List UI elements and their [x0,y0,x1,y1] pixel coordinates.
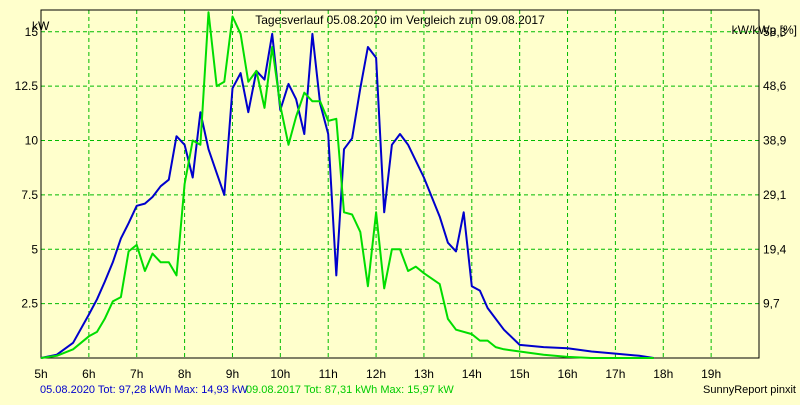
series-line-09.08.2017 [40,11,654,359]
y-tick-right-label: 38,9 [763,134,787,148]
y-axis-right-label: kW/kWp [%] [732,23,797,37]
x-tick-label: 13h [414,367,434,381]
legend-series-2017: 09.08.2017 Tot: 87,31 kWh Max: 15,97 kW [246,384,454,396]
y-tick-right-label: 48,6 [763,79,787,93]
x-tick-label: 16h [558,367,578,381]
x-tick-label: 14h [462,367,482,381]
y-tick-left-label: 7.5 [21,188,38,202]
y-tick-right-label: 58,3 [763,25,787,39]
x-tick-label: 11h [319,367,338,381]
chart-title: Tagesverlauf 05.08.2020 im Vergleich zum… [255,13,545,27]
x-tick-label: 10h [270,367,290,381]
x-tick-label: 17h [605,367,625,381]
y-tick-left-label: 12.5 [15,79,39,93]
x-tick-label: 5h [34,367,47,381]
series-lines [40,11,654,359]
x-tick-label: 7h [130,367,143,381]
y-axis-right-ticks: 9,7 19,4 29,1 38,9 48,6 58,3 [763,25,787,311]
y-tick-left-label: 10 [25,134,39,148]
legend-series-2020: 05.08.2020 Tot: 97,28 kWh Max: 14,93 kW [40,384,248,396]
x-axis-ticks: 5h 6h 7h 8h 9h 10h 11h 12h 13h 14h 15h 16h 17h 18h 19h [34,367,721,381]
y-tick-right-label: 29,1 [763,188,787,202]
x-tick-label: 9h [226,367,239,381]
y-axis-left-ticks: 2.5 5 7.5 10 12.5 15 [15,25,39,311]
x-tick-label: 6h [82,367,95,381]
x-tick-label: 18h [653,367,673,381]
y-tick-left-label: 2.5 [21,297,38,311]
y-tick-right-label: 9,7 [763,297,780,311]
y-tick-left-label: 15 [25,25,39,39]
x-tick-label: 12h [366,367,386,381]
series-line-05.08.2020 [40,32,654,359]
grid-lines [41,10,759,358]
y-tick-left-label: 5 [31,242,38,256]
x-tick-label: 15h [510,367,530,381]
plot-frame [40,9,760,359]
credit-text: SunnyReport pinxit [703,384,796,396]
x-tick-label: 8h [178,367,191,381]
y-tick-right-label: 19,4 [763,242,787,256]
x-tick-label: 19h [701,367,721,381]
